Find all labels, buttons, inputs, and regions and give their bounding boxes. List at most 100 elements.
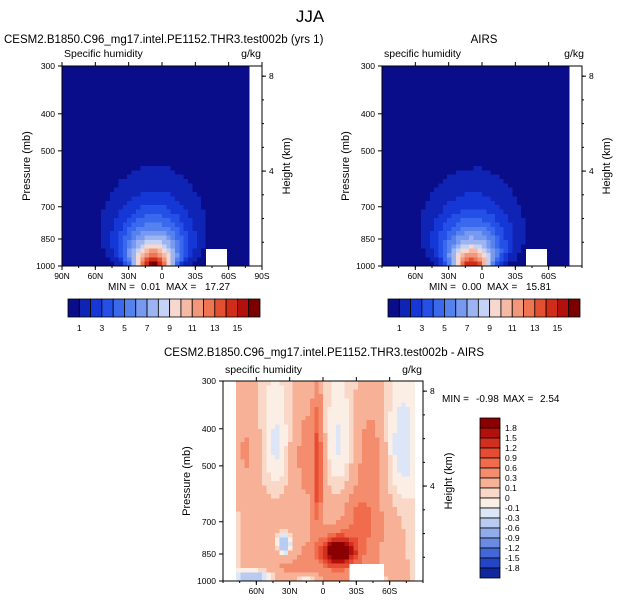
field-cell — [157, 244, 163, 250]
field-cell — [529, 109, 535, 115]
field-cell — [525, 131, 531, 137]
field-cell — [318, 402, 324, 408]
field-cell — [516, 170, 522, 176]
field-cell — [92, 174, 98, 180]
field-cell — [70, 152, 76, 158]
field-cell — [482, 192, 487, 198]
field-cell — [236, 485, 241, 491]
field-cell — [464, 161, 470, 167]
field-cell — [70, 213, 76, 219]
field-cell — [521, 139, 527, 145]
field-cell — [455, 213, 461, 219]
field-cell — [122, 235, 128, 241]
field-cell — [244, 161, 250, 167]
field-cell — [525, 170, 531, 176]
field-cell — [477, 213, 483, 219]
field-cell — [270, 524, 276, 530]
field-cell — [240, 515, 246, 521]
field-cell — [503, 118, 509, 124]
field-cell — [542, 126, 548, 132]
field-cell — [209, 74, 215, 80]
field-cell — [464, 248, 470, 254]
field-cell — [455, 118, 461, 124]
field-cell — [516, 235, 522, 241]
field-cell — [296, 528, 302, 534]
field-cell — [188, 79, 194, 84]
field-cell — [257, 524, 263, 530]
field-cell — [403, 92, 409, 98]
field-cell — [127, 166, 133, 171]
field-cell — [66, 157, 72, 163]
field-cell — [249, 476, 255, 482]
field-cell — [442, 161, 448, 167]
field-cell — [399, 239, 405, 245]
field-cell — [542, 183, 548, 189]
field-cell — [416, 161, 422, 167]
field-cell — [464, 152, 470, 158]
field-cell — [192, 100, 198, 106]
field-cell — [442, 152, 448, 158]
field-cell — [275, 485, 281, 491]
field-cell — [244, 498, 250, 504]
field-cell — [305, 498, 311, 504]
colorbar-swatch — [444, 298, 457, 318]
field-cell — [244, 424, 250, 430]
field-cell — [244, 218, 250, 224]
field-cell — [301, 489, 307, 495]
field-cell — [555, 157, 561, 163]
field-cell — [434, 248, 440, 254]
field-cell — [236, 515, 241, 521]
field-cell — [135, 261, 141, 267]
field-cell — [240, 424, 246, 430]
field-cell — [135, 96, 141, 102]
field-cell — [70, 100, 76, 106]
field-cell — [314, 467, 320, 473]
field-cell — [314, 424, 320, 430]
field-cell — [101, 74, 107, 80]
field-cell — [538, 231, 544, 237]
field-cell — [114, 166, 120, 171]
field-cell — [196, 226, 202, 232]
field-cell — [508, 257, 514, 263]
field-cell — [495, 74, 500, 80]
field-cell — [192, 152, 198, 158]
field-cell — [283, 511, 289, 517]
field-cell — [408, 74, 414, 80]
field-cell — [403, 213, 409, 219]
field-cell — [429, 200, 435, 206]
field-cell — [140, 174, 146, 180]
field-cell — [438, 187, 444, 193]
field-cell — [270, 394, 276, 399]
field-cell — [244, 152, 250, 158]
field-cell — [201, 179, 207, 184]
field-cell — [503, 192, 509, 198]
field-cell — [279, 524, 285, 530]
field-cell — [244, 415, 250, 421]
field-cell — [70, 113, 76, 119]
field-cell — [425, 200, 431, 206]
field-cell — [170, 218, 176, 224]
field-cell — [162, 100, 167, 106]
colorbar-swatch — [203, 298, 216, 318]
field-cell — [534, 244, 540, 250]
field-cell — [109, 109, 115, 115]
field-cell — [521, 239, 527, 245]
field-cell — [288, 394, 294, 399]
field-cell — [451, 161, 457, 167]
field-cell — [266, 515, 272, 521]
field-cell — [79, 131, 85, 137]
field-cell — [249, 454, 255, 460]
field-cell — [66, 231, 72, 237]
field-cell — [75, 261, 80, 267]
field-cell — [122, 213, 128, 219]
field-cell — [429, 261, 435, 267]
field-cell — [564, 213, 570, 219]
field-cell — [386, 196, 392, 202]
field-cell — [301, 576, 307, 582]
field-cell — [490, 183, 496, 189]
field-cell — [538, 226, 544, 232]
field-cell — [105, 118, 111, 124]
field-cell — [240, 481, 246, 486]
field-cell — [390, 261, 396, 267]
field-cell — [309, 411, 315, 417]
